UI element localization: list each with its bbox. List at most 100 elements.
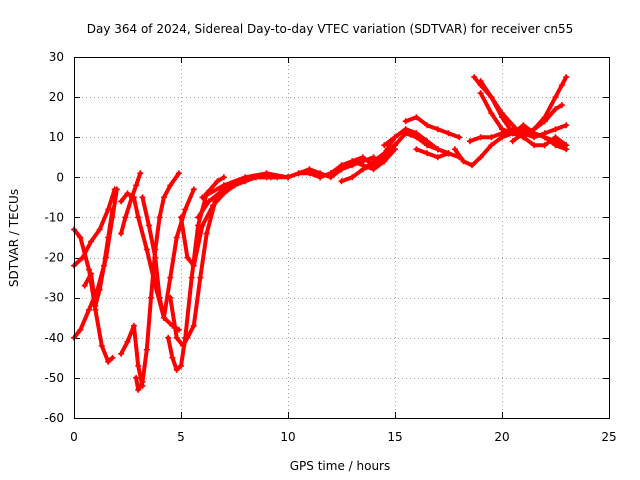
data-point bbox=[135, 362, 142, 369]
y-tick-label: 20 bbox=[49, 90, 64, 104]
data-point bbox=[488, 134, 495, 141]
x-tick-label: 25 bbox=[601, 430, 616, 444]
data-point bbox=[88, 238, 95, 245]
data-point bbox=[139, 194, 146, 201]
data-point bbox=[402, 118, 409, 125]
data-point bbox=[520, 122, 527, 129]
data-point bbox=[173, 334, 180, 341]
data-point bbox=[445, 130, 452, 137]
data-point bbox=[434, 154, 441, 161]
data-point bbox=[424, 122, 431, 129]
data-point bbox=[199, 194, 206, 201]
data-point bbox=[145, 222, 152, 229]
data-point bbox=[175, 170, 182, 177]
data-point bbox=[156, 214, 163, 221]
data-point bbox=[424, 150, 431, 157]
data-point bbox=[285, 174, 291, 181]
data-point bbox=[180, 342, 187, 349]
data-point bbox=[118, 230, 125, 237]
data-point bbox=[359, 154, 366, 161]
data-point bbox=[77, 234, 84, 241]
data-point bbox=[167, 182, 174, 189]
data-point bbox=[381, 142, 388, 149]
data-point bbox=[563, 74, 570, 81]
data-point bbox=[214, 178, 221, 185]
data-point bbox=[370, 158, 377, 165]
series-arc2 bbox=[72, 187, 117, 268]
data-point bbox=[381, 150, 388, 157]
data-point bbox=[77, 326, 84, 333]
data-point bbox=[531, 126, 538, 133]
data-point bbox=[220, 174, 227, 181]
data-point bbox=[509, 122, 516, 129]
data-point bbox=[220, 182, 227, 189]
data-point bbox=[130, 322, 137, 329]
data-point bbox=[182, 206, 189, 213]
data-point bbox=[477, 90, 484, 97]
data-series bbox=[71, 74, 570, 393]
data-point bbox=[558, 102, 565, 109]
data-point bbox=[148, 294, 154, 301]
data-point bbox=[113, 186, 120, 193]
data-point bbox=[197, 274, 204, 281]
data-point bbox=[499, 114, 505, 121]
data-point bbox=[541, 142, 548, 149]
data-point bbox=[434, 126, 441, 133]
data-point bbox=[413, 114, 420, 121]
data-point bbox=[451, 146, 458, 153]
data-point bbox=[178, 214, 184, 221]
data-point bbox=[190, 186, 197, 193]
y-tick-label: -40 bbox=[44, 331, 64, 345]
data-point bbox=[173, 234, 180, 241]
data-point bbox=[86, 266, 92, 273]
data-point bbox=[165, 334, 172, 341]
data-point bbox=[109, 206, 116, 213]
y-tick-label: 10 bbox=[49, 130, 64, 144]
data-point bbox=[488, 94, 495, 101]
data-point bbox=[124, 190, 131, 197]
data-point bbox=[509, 130, 516, 137]
data-point bbox=[188, 274, 195, 281]
data-point bbox=[466, 138, 473, 145]
y-tick-label: -10 bbox=[44, 210, 64, 224]
data-point bbox=[359, 166, 366, 173]
y-tick-label: 30 bbox=[49, 50, 64, 64]
data-point bbox=[552, 134, 559, 141]
data-point bbox=[156, 294, 163, 301]
data-point bbox=[98, 342, 105, 349]
plot-frame bbox=[74, 57, 610, 419]
data-point bbox=[531, 142, 538, 149]
x-tick-label: 5 bbox=[177, 430, 185, 444]
data-point bbox=[81, 282, 88, 289]
data-point bbox=[456, 134, 463, 141]
data-point bbox=[424, 138, 431, 145]
data-point bbox=[124, 338, 131, 345]
data-point bbox=[105, 358, 112, 365]
x-tick-label: 0 bbox=[70, 430, 78, 444]
data-point bbox=[96, 286, 103, 293]
data-point bbox=[133, 182, 140, 189]
data-point bbox=[122, 214, 129, 221]
data-point bbox=[488, 110, 495, 117]
data-point bbox=[79, 254, 86, 261]
data-point bbox=[88, 270, 95, 277]
data-point bbox=[445, 150, 452, 157]
x-tick-label: 15 bbox=[387, 430, 402, 444]
data-point bbox=[338, 178, 345, 185]
data-point bbox=[488, 142, 495, 149]
data-point bbox=[552, 142, 559, 149]
data-point bbox=[349, 158, 356, 165]
data-point bbox=[205, 198, 212, 205]
data-point bbox=[118, 198, 125, 205]
data-point bbox=[317, 174, 324, 181]
data-point bbox=[413, 130, 420, 137]
data-point bbox=[242, 174, 249, 181]
data-point bbox=[173, 366, 180, 373]
series-arc8 bbox=[134, 171, 181, 392]
series-arc10 bbox=[166, 175, 226, 372]
data-point bbox=[167, 274, 174, 281]
data-point bbox=[402, 126, 409, 133]
data-point bbox=[109, 354, 116, 361]
x-tick-label: 10 bbox=[280, 430, 295, 444]
